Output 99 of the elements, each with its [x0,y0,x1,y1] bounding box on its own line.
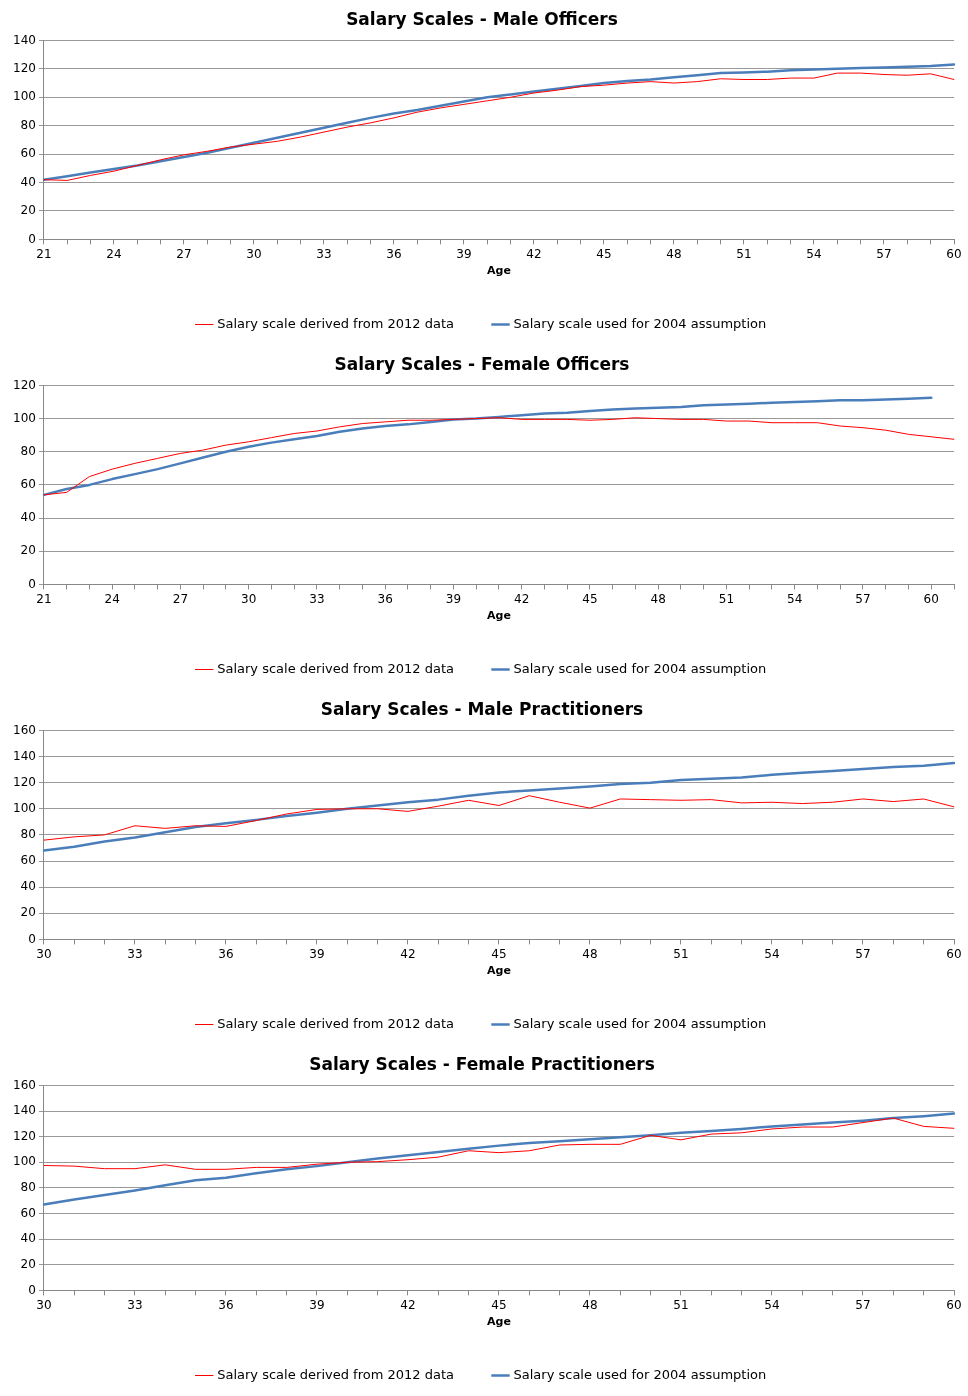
y-tick-label: 100 [13,1154,36,1169]
x-tick-label: 57 [855,1297,871,1312]
y-tick-label: 20 [20,203,36,218]
x-tick-label: 42 [400,946,416,961]
legend-label: Salary scale used for 2004 assumption [513,315,767,331]
x-axis-title: Age [487,964,511,978]
x-tick-label: 54 [764,1297,780,1312]
x-tick-label: 54 [764,946,780,961]
legend-label: Salary scale derived from 2012 data [217,1366,454,1382]
y-tick-label: 80 [20,117,36,132]
x-tick-label: 33 [309,591,325,606]
y-tick-label: 160 [13,722,36,737]
x-tick-label: 51 [673,946,689,961]
x-tick-label: 48 [582,946,598,961]
legend-label: Salary scale derived from 2012 data [217,1015,454,1031]
x-tick-label: 27 [176,246,192,261]
x-tick-label: 45 [491,1297,507,1312]
y-tick-label: 40 [20,174,36,189]
x-tick-label: 39 [309,946,325,961]
x-tick-label: 60 [946,246,962,261]
x-tick-label: 21 [36,246,52,261]
x-axis-title: Age [487,1315,511,1329]
y-tick-label: 100 [13,800,36,815]
y-tick-label: 60 [20,477,36,492]
x-tick-label: 60 [946,946,962,961]
y-tick-label: 140 [13,748,36,763]
y-tick-label: 120 [13,1128,36,1143]
y-tick-label: 20 [20,543,36,558]
legend-label: Salary scale used for 2004 assumption [513,1015,767,1031]
x-tick-label: 36 [386,246,402,261]
x-tick-label: 36 [218,1297,234,1312]
y-tick-label: 140 [13,32,36,47]
x-tick-label: 42 [526,246,542,261]
x-tick-label: 30 [36,946,52,961]
y-tick-label: 0 [28,576,36,591]
y-tick-label: 60 [20,146,36,161]
x-tick-label: 48 [666,246,682,261]
x-tick-label: 51 [736,246,752,261]
x-tick-label: 57 [876,246,892,261]
chart-title: Salary Scales - Female Officers [334,353,630,374]
x-tick-label: 30 [246,246,262,261]
y-tick-label: 120 [13,377,36,392]
y-tick-label: 100 [13,410,36,425]
y-tick-label: 60 [20,1205,36,1220]
y-tick-label: 20 [20,905,36,920]
y-tick-label: 80 [20,443,36,458]
y-tick-label: 100 [13,89,36,104]
x-tick-label: 30 [241,591,257,606]
y-tick-label: 120 [13,60,36,75]
x-tick-label: 39 [309,1297,325,1312]
y-tick-label: 60 [20,853,36,868]
y-tick-label: 0 [28,931,36,946]
legend-label: Salary scale used for 2004 assumption [513,660,767,676]
x-tick-label: 42 [514,591,530,606]
x-tick-label: 51 [718,591,735,606]
x-tick-label: 33 [127,946,143,961]
x-tick-label: 45 [582,591,598,606]
chart-title: Salary Scales - Female Practitioners [309,1053,655,1074]
legend-label: Salary scale derived from 2012 data [217,315,454,331]
x-tick-label: 60 [923,591,939,606]
x-tick-label: 39 [445,591,462,606]
x-tick-label: 24 [106,246,122,261]
x-tick-label: 57 [855,591,871,606]
x-tick-label: 57 [855,946,871,961]
legend-label: Salary scale used for 2004 assumption [513,1366,767,1382]
x-tick-label: 21 [36,591,52,606]
x-tick-label: 33 [316,246,332,261]
x-tick-label: 36 [218,946,234,961]
y-tick-label: 40 [20,510,36,525]
legend-label: Salary scale derived from 2012 data [217,660,454,676]
x-tick-label: 42 [400,1297,416,1312]
x-axis-title: Age [487,264,511,278]
x-tick-label: 24 [104,591,120,606]
x-tick-label: 48 [582,1297,598,1312]
y-tick-label: 80 [20,1180,36,1195]
x-axis-title: Age [487,609,511,623]
y-tick-label: 120 [13,774,36,789]
x-tick-label: 30 [36,1297,52,1312]
x-tick-label: 39 [456,246,472,261]
x-tick-label: 51 [673,1297,689,1312]
x-tick-label: 54 [787,591,803,606]
x-tick-label: 60 [946,1297,962,1312]
x-tick-label: 45 [491,946,507,961]
x-tick-label: 45 [596,246,612,261]
y-tick-label: 40 [20,1231,36,1246]
y-tick-label: 40 [20,879,36,894]
y-tick-label: 20 [20,1256,36,1271]
x-tick-label: 54 [806,246,822,261]
x-tick-label: 27 [172,591,189,606]
chart-title: Salary Scales - Male Practitioners [320,698,644,719]
x-tick-label: 33 [127,1297,143,1312]
y-tick-label: 140 [13,1103,36,1118]
chart-title: Salary Scales - Male Officers [346,8,618,29]
y-tick-label: 0 [28,1282,36,1297]
x-tick-label: 48 [650,591,666,606]
y-tick-label: 0 [28,231,36,246]
y-tick-label: 80 [20,827,36,842]
y-tick-label: 160 [13,1077,36,1092]
x-tick-label: 36 [377,591,393,606]
